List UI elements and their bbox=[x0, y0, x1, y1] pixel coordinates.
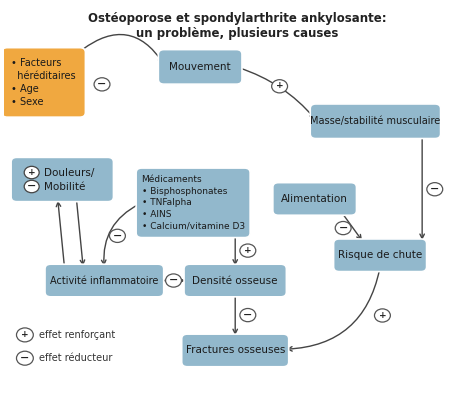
Text: −: − bbox=[97, 79, 107, 89]
Text: Masse/stabilité musculaire: Masse/stabilité musculaire bbox=[310, 116, 440, 126]
Circle shape bbox=[109, 229, 126, 242]
Text: Densité osseuse: Densité osseuse bbox=[192, 275, 278, 286]
FancyBboxPatch shape bbox=[45, 264, 164, 297]
FancyArrowPatch shape bbox=[162, 278, 183, 283]
FancyBboxPatch shape bbox=[158, 50, 242, 84]
Circle shape bbox=[240, 244, 256, 257]
Text: • Facteurs
  héréditaires
• Age
• Sexe: • Facteurs héréditaires • Age • Sexe bbox=[11, 58, 76, 107]
Text: −: − bbox=[27, 181, 36, 191]
Text: Mouvement: Mouvement bbox=[169, 62, 231, 72]
FancyBboxPatch shape bbox=[11, 157, 113, 202]
FancyArrowPatch shape bbox=[233, 295, 237, 334]
FancyBboxPatch shape bbox=[2, 48, 85, 117]
Text: Alimentation: Alimentation bbox=[281, 194, 348, 204]
FancyArrowPatch shape bbox=[56, 202, 64, 266]
Text: +: + bbox=[21, 330, 29, 339]
FancyArrowPatch shape bbox=[233, 236, 237, 264]
Circle shape bbox=[427, 183, 443, 196]
Text: +: + bbox=[244, 246, 252, 255]
Circle shape bbox=[94, 78, 110, 91]
Text: −: − bbox=[113, 230, 122, 240]
Circle shape bbox=[165, 274, 182, 287]
FancyBboxPatch shape bbox=[182, 334, 289, 367]
Circle shape bbox=[272, 80, 288, 93]
FancyBboxPatch shape bbox=[273, 183, 356, 215]
FancyArrowPatch shape bbox=[77, 201, 85, 264]
Text: +: + bbox=[379, 310, 386, 320]
Text: Ostéoporose et spondylarthrite ankylosante:
un problème, plusieurs causes: Ostéoporose et spondylarthrite ankylosan… bbox=[88, 13, 387, 41]
FancyArrowPatch shape bbox=[420, 136, 424, 238]
Text: effet réducteur: effet réducteur bbox=[39, 353, 112, 363]
FancyArrowPatch shape bbox=[288, 269, 380, 351]
FancyArrowPatch shape bbox=[239, 68, 314, 118]
FancyArrowPatch shape bbox=[82, 35, 163, 63]
Text: Mobilité: Mobilité bbox=[44, 182, 85, 191]
Circle shape bbox=[17, 351, 33, 365]
Text: +: + bbox=[28, 167, 36, 177]
Text: effet renforçant: effet renforçant bbox=[39, 330, 115, 340]
FancyBboxPatch shape bbox=[136, 168, 250, 238]
FancyArrowPatch shape bbox=[101, 204, 139, 264]
Circle shape bbox=[374, 309, 391, 322]
Text: Fractures osseuses: Fractures osseuses bbox=[185, 346, 285, 355]
Text: Activité inflammatoire: Activité inflammatoire bbox=[50, 275, 158, 286]
Text: +: + bbox=[276, 82, 283, 90]
Circle shape bbox=[335, 221, 351, 235]
Circle shape bbox=[17, 328, 33, 342]
Circle shape bbox=[24, 180, 39, 193]
Text: −: − bbox=[430, 184, 439, 194]
Circle shape bbox=[240, 309, 256, 322]
FancyArrowPatch shape bbox=[162, 278, 181, 283]
FancyArrowPatch shape bbox=[342, 213, 361, 239]
Text: Risque de chute: Risque de chute bbox=[338, 250, 422, 260]
Text: Médicaments
• Bisphosphonates
• TNFalpha
• AINS
• Calcium/vitamine D3: Médicaments • Bisphosphonates • TNFalpha… bbox=[142, 175, 245, 230]
FancyBboxPatch shape bbox=[184, 264, 286, 297]
Circle shape bbox=[24, 166, 39, 179]
Text: Douleurs/: Douleurs/ bbox=[44, 167, 94, 178]
Text: −: − bbox=[338, 223, 348, 233]
FancyBboxPatch shape bbox=[310, 104, 441, 139]
FancyBboxPatch shape bbox=[334, 239, 427, 271]
Text: −: − bbox=[243, 310, 253, 320]
Text: −: − bbox=[169, 275, 178, 285]
FancyArrowPatch shape bbox=[179, 278, 184, 283]
Text: −: − bbox=[20, 353, 29, 363]
